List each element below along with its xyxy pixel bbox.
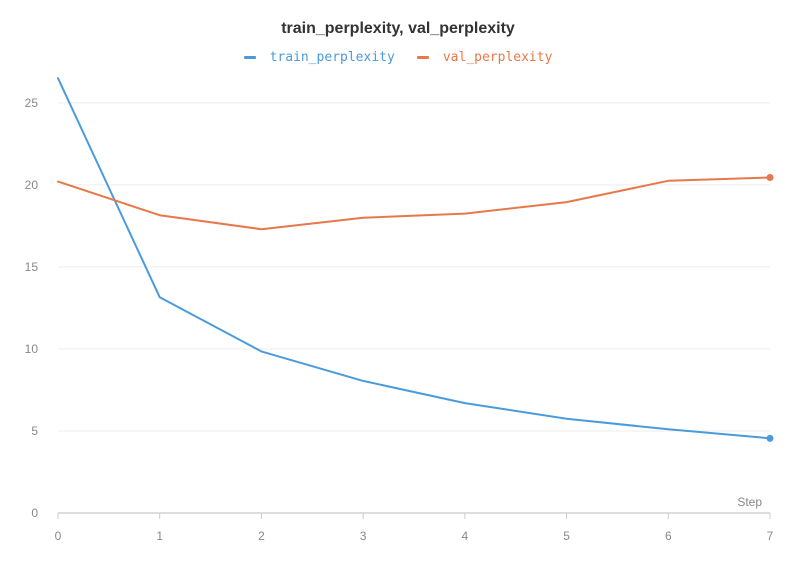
legend-swatch-train [243, 56, 256, 59]
series-endpoint-val_perplexity [766, 173, 774, 181]
x-tick-label-5: 5 [563, 529, 570, 543]
x-tick-label-4: 4 [462, 529, 469, 543]
x-tick-label-2: 2 [258, 529, 265, 543]
series-endpoint-train_perplexity [766, 434, 774, 442]
x-tick-label-1: 1 [156, 529, 163, 543]
axis-layer: 0 5 10 15 20 25 0 1 2 3 4 5 6 7 Step [25, 96, 774, 543]
legend-label-train: train_perplexity [269, 50, 395, 65]
y-tick-label-20: 20 [25, 178, 39, 192]
series-layer [57, 77, 774, 442]
x-tick-label-7: 7 [767, 529, 774, 543]
x-tick-label-6: 6 [665, 529, 672, 543]
y-tick-label-5: 5 [31, 424, 38, 438]
y-tick-label-0: 0 [31, 506, 38, 520]
y-tick-label-15: 15 [25, 260, 39, 274]
series-line-val_perplexity [57, 176, 771, 231]
x-tick-label-0: 0 [55, 529, 62, 543]
grid-layer [58, 102, 770, 432]
x-axis-label: Step [737, 495, 762, 509]
x-tick-label-3: 3 [360, 529, 367, 543]
legend-swatch-val [416, 56, 429, 59]
series-line-train_perplexity [57, 77, 771, 440]
legend-item-train[interactable]: train_perplexity [243, 50, 395, 65]
y-tick-label-25: 25 [25, 96, 39, 110]
chart-title: train_perplexity, val_perplexity [281, 20, 515, 37]
legend-item-val[interactable]: val_perplexity [416, 50, 553, 65]
legend-label-val: val_perplexity [442, 50, 553, 65]
y-tick-label-10: 10 [25, 342, 39, 356]
legend: train_perplexity val_perplexity [0, 50, 796, 65]
